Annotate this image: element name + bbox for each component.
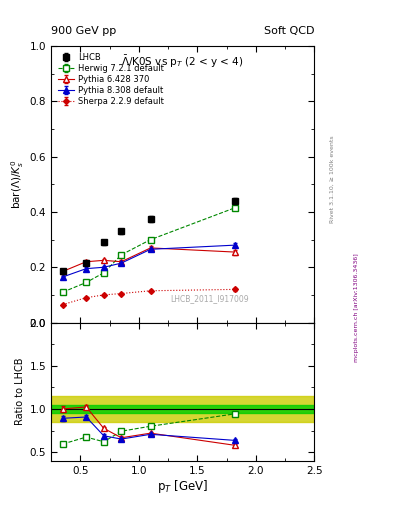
Text: LHCB_2011_I917009: LHCB_2011_I917009 [170, 294, 248, 303]
Y-axis label: bar($\Lambda$)/$K^0_s$: bar($\Lambda$)/$K^0_s$ [9, 160, 26, 209]
Bar [51, 396, 314, 422]
Text: Rivet 3.1.10, ≥ 100k events: Rivet 3.1.10, ≥ 100k events [330, 135, 335, 223]
Y-axis label: Ratio to LHCB: Ratio to LHCB [15, 358, 26, 425]
Text: mcplots.cern.ch [arXiv:1306.3436]: mcplots.cern.ch [arXiv:1306.3436] [354, 253, 359, 361]
X-axis label: p$_{T}$ [GeV]: p$_{T}$ [GeV] [157, 478, 208, 496]
Legend: LHCB, Herwig 7.2.1 default, Pythia 6.428 370, Pythia 8.308 default, Sherpa 2.2.9: LHCB, Herwig 7.2.1 default, Pythia 6.428… [55, 50, 166, 109]
Text: 900 GeV pp: 900 GeV pp [51, 26, 116, 36]
Text: Soft QCD: Soft QCD [264, 26, 314, 36]
Text: $\bar{\Lambda}$/K0S vs p$_{T}$ (2 < y < 4): $\bar{\Lambda}$/K0S vs p$_{T}$ (2 < y < … [121, 54, 244, 71]
Bar [51, 404, 314, 413]
